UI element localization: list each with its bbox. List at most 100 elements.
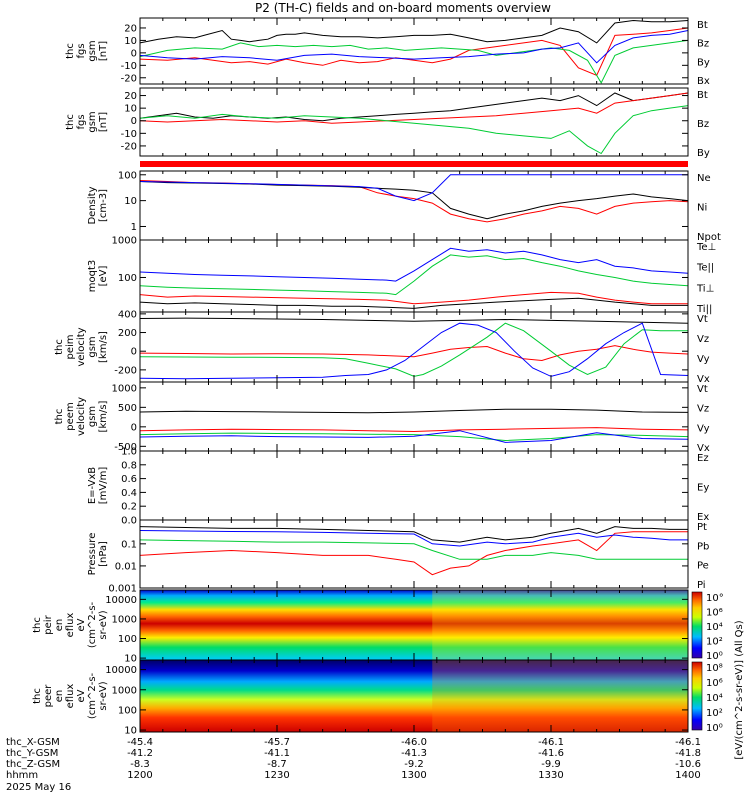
legend-entry: Ey <box>697 483 709 494</box>
y-axis-label: [nT] <box>98 41 109 61</box>
panel-1: Bt Bz By Bx -20-10 010 20 thc fgs gsm [nT] <box>65 17 710 87</box>
time-axis-value: 1400 <box>675 770 700 781</box>
legend-entry: Bz <box>697 119 709 130</box>
y-tick-label: 20 <box>124 91 137 102</box>
panel-8: Pt Pb Pe Pi 0.001 0.01 0.1 Pressure [nPa] <box>87 519 709 595</box>
time-axis-value: -46.0 <box>401 737 427 748</box>
time-axis-value: -46.1 <box>538 737 564 748</box>
y-axis-label: gsm <box>87 40 98 61</box>
y-tick-label: 10 <box>124 104 137 115</box>
colorbar-tick-label: 10⁴ <box>706 693 723 704</box>
y-axis-label: [nT] <box>98 112 109 132</box>
y-axis-label: thc <box>54 409 65 425</box>
y-axis-label: moqt3 <box>87 260 98 293</box>
legend-entry: Ex <box>697 512 709 523</box>
time-axis-value: -45.4 <box>127 737 153 748</box>
series-line-Vz <box>139 345 689 362</box>
series-line-Npot <box>139 174 688 202</box>
y-tick-label: -500 <box>114 442 137 453</box>
y-axis-label: thc <box>32 617 43 633</box>
legend-entry: Pi <box>697 580 706 591</box>
y-axis-label: thc <box>65 114 76 130</box>
time-axis-value: 1200 <box>127 770 152 781</box>
spectrogram-region-overlay <box>432 590 688 660</box>
y-axis-label: [eV] <box>98 266 109 287</box>
y-axis-label: velocity <box>76 327 87 366</box>
figure-title: P2 (TH-C) fields and on-board moments ov… <box>255 1 551 15</box>
time-axis-value: -9.2 <box>404 759 424 770</box>
y-tick-label: 0.8 <box>121 460 137 471</box>
y-axis-label: velocity <box>76 397 87 436</box>
y-axis-label: Density <box>87 186 98 224</box>
y-tick-label: 10 <box>124 36 137 47</box>
y-tick-label: 1000 <box>112 236 137 247</box>
y-axis-label: thc <box>54 339 65 355</box>
series-line-Vt <box>139 408 689 414</box>
series-line-By <box>139 105 689 155</box>
y-tick-label: 0 <box>131 48 137 59</box>
y-tick-label: 100 <box>118 705 137 716</box>
y-axis-label: (cm^2-s- <box>87 601 98 648</box>
time-axis-value: -8.7 <box>267 759 287 770</box>
series-line-Bt <box>139 92 689 122</box>
y-tick-label: 0 <box>131 347 137 358</box>
y-axis-label: gsm <box>87 111 98 132</box>
series-line-Ne <box>139 180 689 223</box>
y-axis-label: Pressure <box>87 533 98 576</box>
y-tick-label: 10000 <box>105 595 137 606</box>
legend-entry: Bt <box>697 90 708 101</box>
series-line-Pb <box>139 531 688 576</box>
y-tick-label: 100 <box>118 634 137 645</box>
series-line-Pi <box>139 530 688 547</box>
colorbar-tick-label: 10⁰ <box>706 723 723 734</box>
colorbar-1 <box>691 591 703 659</box>
panel-frame <box>139 87 689 157</box>
y-axis-label: fgs <box>76 43 87 58</box>
y-tick-label: 100 <box>118 273 137 284</box>
series-line-Ti|| <box>139 254 689 296</box>
panel-frame <box>139 381 689 452</box>
y-axis-label: eV <box>76 689 87 702</box>
y-axis-label: thc <box>32 688 43 704</box>
colorbar-side-label: [eV/(cm^2-s-sr-eV)] (All Qs) <box>734 620 745 759</box>
spectrogram-1 <box>140 590 688 660</box>
time-axis-value: -41.6 <box>538 748 564 759</box>
series-line-Vz <box>139 427 689 433</box>
y-axis-label: peer <box>43 684 54 708</box>
y-axis-label: thc <box>65 43 76 59</box>
status-bar <box>140 161 688 167</box>
colorbar-tick-label: 10² <box>706 637 723 648</box>
y-tick-label: 10 <box>124 196 137 207</box>
y-axis-label: E=-VxB <box>87 467 98 504</box>
time-axis-value: -46.1 <box>675 737 701 748</box>
series-line-Vt <box>139 317 689 324</box>
series-line-Pe <box>139 539 688 560</box>
y-tick-label: 10 <box>124 726 137 737</box>
legend-entry: Bz <box>697 39 709 50</box>
y-axis-label: peir <box>43 614 54 634</box>
date-label: 2025 May 16 <box>6 782 71 793</box>
y-tick-label: 20 <box>124 23 137 34</box>
y-tick-label: -20 <box>121 73 137 84</box>
y-axis-label: [km/s] <box>98 331 109 363</box>
colorbar-tick-label: 10⁰ <box>706 651 723 662</box>
y-tick-label: 500 <box>118 403 137 414</box>
y-tick-label: -10 <box>121 129 137 140</box>
legend-entry: Vy <box>697 354 710 365</box>
y-tick-label: 0.001 <box>108 584 137 595</box>
colorbar-tick-label: 10⁴ <box>706 622 723 633</box>
y-axis-label: en <box>54 690 65 703</box>
legend-entry: Bx <box>697 76 710 87</box>
colorbar-tick-label: 10⁶ <box>706 678 723 689</box>
time-axis-value: -41.3 <box>401 748 427 759</box>
y-tick-label: 0 <box>131 116 137 127</box>
y-tick-label: 10000 <box>105 665 137 676</box>
legend-entry: Ti|| <box>696 304 712 315</box>
time-axis-value: 1300 <box>401 770 426 781</box>
y-axis-label: sr-eV) <box>98 681 109 710</box>
colorbar-tick-label: 10° <box>706 593 724 604</box>
panel-frame <box>139 450 689 521</box>
y-axis-label: sr-eV) <box>98 610 109 639</box>
series-line-By <box>139 39 689 84</box>
